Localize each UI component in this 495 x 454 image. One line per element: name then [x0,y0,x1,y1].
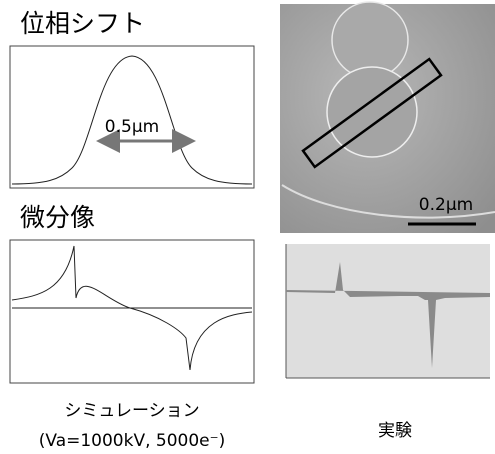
differential-plot [10,240,254,383]
phase-shift-title: 位相シフト [20,9,145,38]
figure: 位相シフト 0.5μm 0.2μm 微分像 シミュレーション (Va=1000k… [0,0,495,454]
differential-title: 微分像 [20,203,95,232]
simulation-conditions: (Va=1000kV, 5000e⁻) [39,431,225,451]
phase-shift-plot: 0.5μm [10,46,254,188]
width-annotation: 0.5μm [105,117,159,137]
experimental-plot [286,244,490,378]
experiment-caption: 実験 [378,421,412,441]
micrograph: 0.2μm [280,2,495,233]
simulation-caption: シミュレーション [64,401,199,421]
scale-label: 0.2μm [419,195,473,215]
